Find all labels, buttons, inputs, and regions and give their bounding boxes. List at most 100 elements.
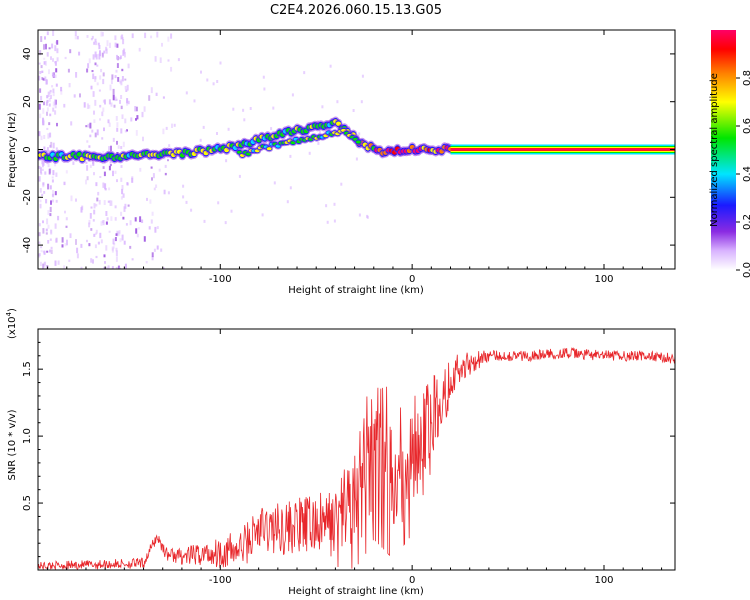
spectrogram-noise-cell — [85, 268, 88, 269]
spectrogram-noise-cell — [56, 122, 58, 127]
spectrogram-noise-cell — [48, 122, 51, 126]
spectrogram-noise-cell — [124, 264, 127, 269]
spectrogram-noise-cell — [43, 44, 45, 50]
spectrogram-noise-cell — [60, 86, 63, 92]
colorbar-label: Normalized spectral amplitude — [709, 73, 720, 227]
spectrogram-noise-cell — [159, 57, 162, 63]
spectrogram-noise-cell — [185, 91, 188, 95]
spectrogram-noise-cell — [199, 138, 202, 142]
spectrogram-noise-cell — [92, 219, 95, 222]
spectrogram-noise-cell — [164, 172, 167, 176]
spectrogram-noise-cell — [99, 104, 102, 108]
spectrogram-noise-cell — [105, 48, 108, 54]
spectrogram-noise-cell — [44, 76, 47, 81]
spectrogram-noise-cell — [123, 240, 126, 245]
spectrogram-noise-cell — [55, 68, 58, 73]
spectrogram-noise-cell — [126, 129, 128, 132]
spectrogram-noise-cell — [49, 144, 52, 148]
spectrogram-x-tick-label: 0 — [409, 274, 415, 285]
spectrogram-noise-cell — [38, 232, 41, 237]
spectrogram-noise-cell — [38, 62, 41, 65]
spectrogram-noise-cell — [60, 90, 63, 95]
spectrogram-noise-cell — [47, 224, 50, 229]
spectrogram-noise-cell — [80, 266, 83, 269]
spectrogram-noise-cell — [109, 158, 112, 164]
spectrogram-noise-cell — [51, 179, 54, 183]
spectrogram-noise-cell — [162, 267, 165, 269]
spectrogram-noise-cell — [116, 231, 119, 236]
spectrogram-noise-cell — [65, 225, 68, 228]
spectrogram-noise-cell — [40, 246, 43, 249]
spectrogram-noise-cell — [103, 254, 106, 258]
spectrogram-noise-cell — [114, 170, 117, 174]
spectrogram-noise-cell — [70, 121, 73, 126]
spectrogram-noise-cell — [206, 78, 209, 82]
spectrogram-noise-cell — [114, 205, 117, 209]
spectrogram-noise-cell — [155, 92, 158, 96]
spectrogram-noise-cell — [120, 146, 123, 150]
spectrogram-noise-cell — [161, 42, 163, 47]
spectrogram-noise-cell — [105, 211, 108, 216]
spectrogram-noise-cell — [64, 243, 67, 247]
spectrogram-noise-cell — [168, 144, 171, 148]
spectrogram-noise-cell — [112, 137, 115, 142]
spectrogram-noise-cell — [39, 188, 42, 193]
spectrogram-noise-cell — [41, 193, 44, 197]
spectrogram-noise-cell — [126, 183, 129, 186]
spectrogram-noise-cell — [108, 165, 111, 171]
spectrogram-noise-cell — [139, 167, 142, 172]
spectrogram-noise-cell — [103, 50, 106, 54]
spectrogram-noise-cell — [41, 168, 44, 171]
spectrogram-noise-cell — [165, 126, 168, 130]
spectrogram-noise-cell — [49, 213, 52, 217]
spectrogram-noise-cell — [91, 129, 94, 133]
spectrogram-noise-cell — [115, 247, 118, 252]
spectrogram-noise-cell — [54, 223, 57, 229]
spectrogram-noise-cell — [49, 249, 51, 253]
spectrogram-noise-cell — [135, 130, 138, 136]
spectrogram-noise-cell — [167, 36, 170, 42]
spectrogram-noise-cell — [48, 69, 50, 75]
spectrogram-noise-cell — [167, 59, 170, 62]
spectrogram-noise-cell — [263, 87, 266, 91]
spectrogram-noise-cell — [103, 266, 106, 269]
spectrogram-noise-cell — [52, 142, 55, 149]
spectrogram-noise-cell — [40, 172, 43, 175]
spectrogram-noise-cell — [115, 256, 118, 262]
spectrogram-noise-cell — [49, 238, 52, 241]
spectrogram-noise-cell — [50, 249, 53, 254]
spectrogram-noise-cell — [43, 101, 45, 106]
spectrogram-noise-cell — [46, 107, 49, 112]
spectrogram-noise-cell — [171, 123, 173, 128]
spectrogram-noise-cell — [101, 52, 104, 58]
spectrogram-noise-cell — [154, 56, 157, 62]
spectrogram-noise-cell — [88, 243, 91, 247]
spectrogram-noise-cell — [153, 187, 156, 191]
spectrogram-noise-cell — [54, 99, 57, 106]
spectrogram-noise-cell — [115, 98, 118, 101]
spectrogram-noise-cell — [65, 217, 68, 221]
spectrogram-noise-cell — [52, 107, 55, 112]
spectrogram-noise-cell — [81, 205, 84, 211]
spectrogram-noise-cell — [40, 65, 43, 69]
spectrogram-noise-cell — [110, 145, 112, 152]
spectrogram-noise-cell — [93, 110, 95, 115]
spectrogram-noise-cell — [56, 48, 59, 54]
spectrogram-noise-cell — [113, 242, 116, 246]
spectrogram-noise-cell — [120, 196, 123, 200]
spectrogram-noise-cell — [55, 41, 58, 44]
spectrogram-noise-cell — [50, 141, 53, 148]
spectrogram-noise-cell — [93, 233, 96, 237]
spectrogram-noise-cell — [87, 63, 90, 69]
spectrogram-noise-cell — [116, 140, 118, 145]
spectrogram-noise-cell — [355, 157, 358, 161]
spectrogram-noise-cell — [139, 216, 142, 223]
spectrogram-noise-cell — [120, 165, 123, 168]
spectrogram-noise-cell — [91, 35, 94, 39]
spectrogram-noise-cell — [38, 165, 41, 169]
spectrogram-noise-cell — [85, 179, 87, 185]
spectrogram-noise-cell — [145, 261, 148, 264]
spectrogram-noise-cell — [86, 239, 88, 243]
spectrogram-noise-cell — [138, 47, 141, 52]
spectrogram-noise-cell — [50, 229, 53, 234]
